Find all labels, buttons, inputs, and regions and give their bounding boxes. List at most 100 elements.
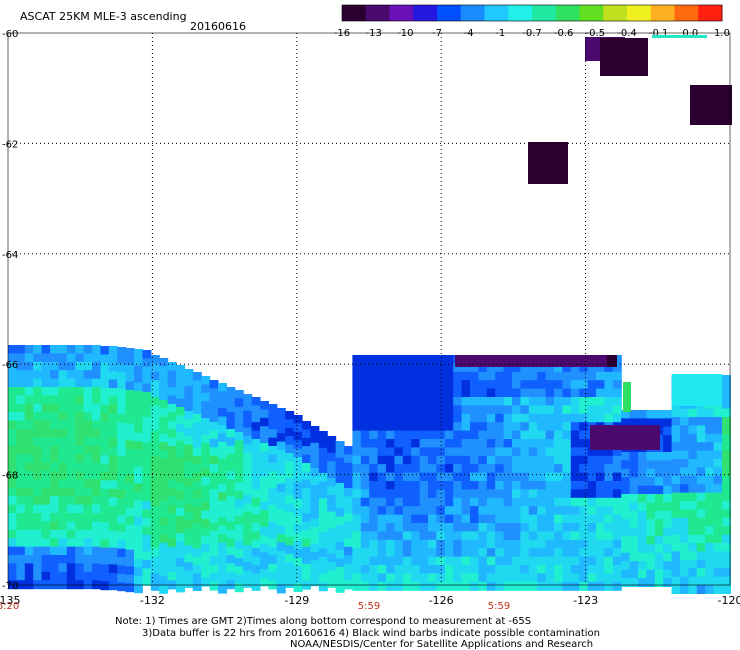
data-cell bbox=[302, 572, 311, 582]
data-cell bbox=[16, 437, 26, 447]
data-cell bbox=[486, 422, 496, 432]
data-cell bbox=[24, 370, 34, 380]
data-cell bbox=[108, 564, 118, 574]
latitude-tick-label: -70 bbox=[2, 581, 18, 592]
data-cell bbox=[579, 548, 589, 558]
data-cell bbox=[428, 388, 437, 398]
data-cell bbox=[486, 581, 496, 591]
data-cell bbox=[251, 539, 261, 549]
data-cell bbox=[134, 483, 143, 493]
data-cell bbox=[24, 445, 34, 455]
data-cell bbox=[688, 568, 698, 578]
data-cell bbox=[537, 388, 547, 398]
data-cell bbox=[293, 515, 303, 525]
data-cell bbox=[108, 581, 118, 591]
data-cell bbox=[486, 548, 496, 558]
data-cell bbox=[604, 573, 614, 583]
data-cell bbox=[318, 582, 328, 592]
data-cell bbox=[117, 540, 127, 550]
data-cell bbox=[176, 465, 185, 475]
data-cell bbox=[520, 539, 530, 549]
data-cell bbox=[688, 543, 698, 552]
data-cell bbox=[150, 523, 160, 532]
data-cell bbox=[377, 539, 387, 549]
data-cell bbox=[260, 510, 269, 520]
data-cell bbox=[478, 489, 488, 499]
data-cell bbox=[528, 556, 538, 566]
data-cell bbox=[495, 388, 505, 398]
data-cell bbox=[596, 523, 605, 532]
data-cell bbox=[184, 419, 194, 429]
data-cell bbox=[268, 437, 278, 447]
data-cell bbox=[327, 578, 337, 588]
data-cell bbox=[108, 514, 118, 523]
data-cell bbox=[234, 507, 244, 517]
data-cell bbox=[470, 523, 479, 532]
data-cell bbox=[663, 561, 673, 571]
data-cell bbox=[528, 380, 538, 390]
data-cell bbox=[302, 446, 311, 456]
data-cell bbox=[8, 412, 17, 422]
data-cell bbox=[562, 380, 572, 390]
data-cell bbox=[638, 527, 647, 537]
data-cell bbox=[461, 371, 471, 381]
data-cell bbox=[461, 506, 471, 516]
data-cell bbox=[335, 491, 345, 501]
data-cell bbox=[604, 531, 614, 541]
data-cell bbox=[209, 480, 219, 490]
data-cell bbox=[66, 538, 76, 548]
data-cell bbox=[461, 464, 471, 474]
data-cell bbox=[360, 506, 370, 516]
data-cell bbox=[268, 479, 278, 489]
data-cell bbox=[386, 531, 395, 541]
data-cell bbox=[680, 475, 689, 485]
data-cell bbox=[377, 405, 387, 415]
data-cell bbox=[537, 573, 547, 583]
data-cell bbox=[688, 501, 698, 510]
data-cell bbox=[293, 473, 303, 483]
data-cell bbox=[142, 492, 152, 502]
data-cell bbox=[402, 565, 412, 574]
data-cell bbox=[579, 497, 589, 507]
data-cell bbox=[234, 482, 244, 492]
data-cell bbox=[520, 548, 530, 558]
data-cell bbox=[503, 531, 513, 541]
data-cell bbox=[411, 514, 421, 524]
data-cell bbox=[184, 402, 194, 412]
data-cell bbox=[16, 479, 26, 489]
data-cell bbox=[713, 492, 723, 502]
data-cell bbox=[688, 526, 698, 536]
data-cell bbox=[402, 581, 412, 591]
data-cell bbox=[344, 504, 353, 514]
data-cell bbox=[335, 466, 345, 476]
data-cell bbox=[520, 455, 530, 465]
data-cell bbox=[218, 584, 227, 594]
data-cell bbox=[117, 531, 127, 541]
data-cell bbox=[83, 395, 93, 405]
data-cell bbox=[377, 548, 387, 558]
data-cell bbox=[176, 516, 185, 526]
data-cell bbox=[352, 397, 362, 406]
data-cell bbox=[470, 497, 479, 507]
data-cell bbox=[58, 387, 68, 396]
data-cell bbox=[696, 467, 706, 477]
data-cell bbox=[696, 484, 706, 494]
colorbar-swatch bbox=[342, 5, 367, 21]
data-cell bbox=[243, 469, 253, 479]
data-cell bbox=[587, 497, 597, 507]
data-cell bbox=[528, 514, 538, 524]
data-cell bbox=[16, 462, 26, 472]
data-cell bbox=[528, 506, 538, 516]
data-cell bbox=[579, 523, 589, 532]
data-cell bbox=[486, 363, 496, 373]
data-cell bbox=[512, 514, 521, 524]
note-line-2: 3)Data buffer is 22 hrs from 20160616 4)… bbox=[142, 628, 600, 639]
data-cell bbox=[478, 397, 488, 406]
data-cell bbox=[411, 464, 421, 474]
data-cell bbox=[234, 440, 244, 450]
data-cell bbox=[444, 539, 454, 549]
data-cell bbox=[243, 545, 253, 555]
data-cells bbox=[8, 35, 732, 594]
data-cell bbox=[428, 371, 437, 381]
data-cell bbox=[386, 539, 395, 549]
